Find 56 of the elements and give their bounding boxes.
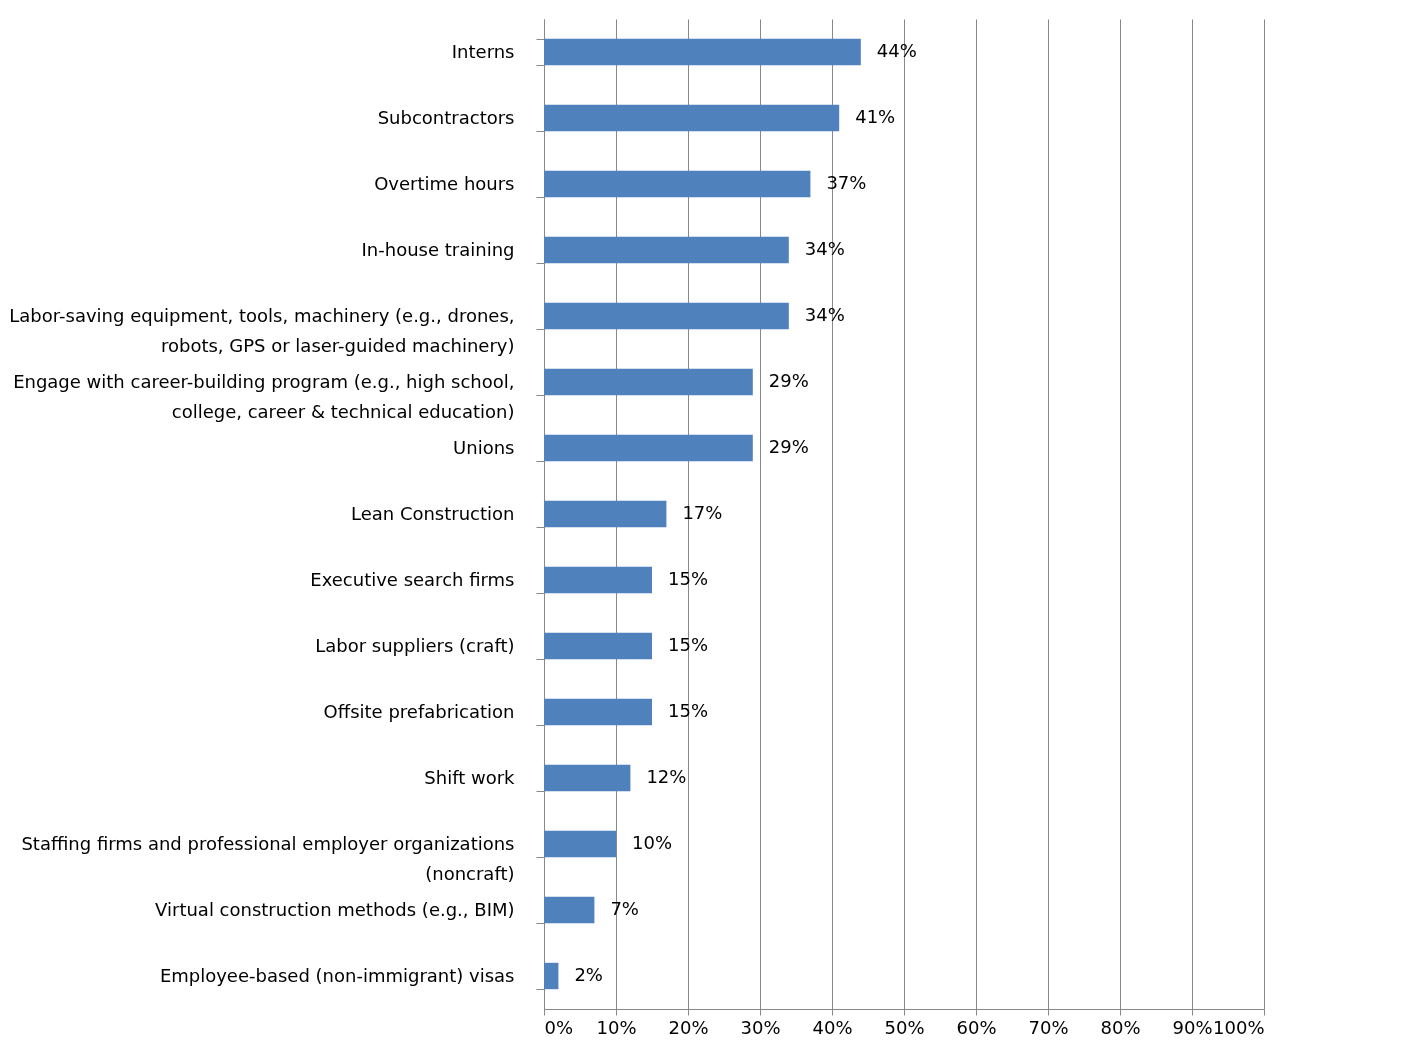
bar <box>544 104 840 132</box>
data-label: 41% <box>855 106 896 127</box>
data-label: 7% <box>610 898 639 919</box>
bar <box>544 368 753 396</box>
x-tick-label: 70% <box>1028 1016 1069 1038</box>
data-label: 15% <box>668 700 709 721</box>
bar <box>544 566 652 594</box>
x-tick-label: 20% <box>668 1016 709 1038</box>
bar <box>544 434 753 462</box>
x-tick-label: 10% <box>596 1016 637 1038</box>
y-tick-label: Interns <box>451 40 515 62</box>
bar <box>544 962 559 990</box>
data-label: 37% <box>826 172 867 193</box>
bar <box>544 830 616 858</box>
y-tick-label: Shift work <box>424 766 516 788</box>
y-tick-label: Engage with career-building program (e.g., high school, college, career & technical education) <box>13 370 515 422</box>
x-tick-label: 30% <box>740 1016 781 1038</box>
data-label: 15% <box>668 634 709 655</box>
x-tick-label: 90% <box>1172 1016 1213 1038</box>
bar <box>544 698 652 726</box>
y-tick-label: Offsite prefabrication <box>323 700 515 722</box>
bar <box>544 170 811 198</box>
y-tick-label: Overtime hours <box>374 172 515 194</box>
y-tick-label: Labor-saving equipment, tools, machinery (e.g., drones, robots, GPS or laser-guided machinery) <box>9 304 515 356</box>
y-tick-label: Employee-based (non-immigrant) visas <box>159 964 515 986</box>
data-label: 15% <box>668 568 709 589</box>
bar <box>544 38 861 66</box>
x-tick-label: 60% <box>956 1016 997 1038</box>
y-tick-label: Unions <box>453 436 515 458</box>
data-label: 2% <box>574 964 603 985</box>
data-label: 29% <box>768 370 809 391</box>
data-label: 10% <box>632 832 673 853</box>
bar <box>544 764 631 792</box>
data-label: 17% <box>682 502 723 523</box>
x-tick-label: 80% <box>1100 1016 1141 1038</box>
bar <box>544 896 595 924</box>
y-tick-label: Subcontractors <box>377 106 515 128</box>
data-label: 34% <box>804 304 845 325</box>
bar <box>544 302 789 330</box>
x-tick-label: 40% <box>812 1016 853 1038</box>
data-label: 44% <box>876 40 917 61</box>
y-tick-label: Labor suppliers (craft) <box>315 634 515 656</box>
data-label: 34% <box>804 238 845 259</box>
x-tick-label: 0% <box>544 1016 574 1038</box>
bar <box>544 500 667 528</box>
x-tick-label: 50% <box>884 1016 925 1038</box>
y-tick-label: Executive search firms <box>310 568 515 590</box>
bar <box>544 236 789 264</box>
data-label: 29% <box>768 436 809 457</box>
y-tick-label: Virtual construction methods (e.g., BIM) <box>155 898 515 920</box>
y-tick-label: In-house training <box>361 238 515 260</box>
y-tick-label: Lean Construction <box>350 502 515 524</box>
data-label: 12% <box>646 766 687 787</box>
x-tick-label: 100% <box>1213 1016 1265 1038</box>
y-tick-label: Staffing firms and professional employer organizations (noncraft) <box>21 832 515 884</box>
bar <box>544 632 652 660</box>
